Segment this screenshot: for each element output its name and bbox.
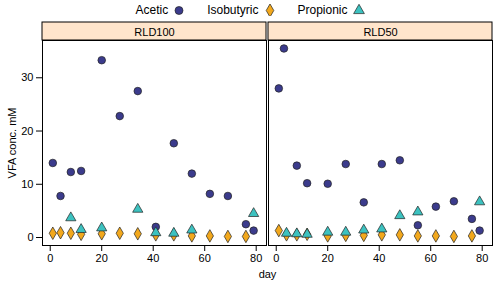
svg-text:30: 30: [21, 71, 33, 83]
svg-text:VFA conc. mM: VFA conc. mM: [6, 108, 18, 179]
svg-text:60: 60: [425, 252, 437, 264]
svg-text:20: 20: [21, 125, 33, 137]
svg-text:20: 20: [96, 252, 108, 264]
svg-text:day: day: [259, 268, 277, 280]
svg-text:RLD100: RLD100: [134, 26, 174, 38]
svg-text:0: 0: [47, 252, 53, 264]
html-text:Isobutyric: Isobutyric: [207, 3, 259, 17]
svg-text:80: 80: [250, 252, 262, 264]
svg-text:RLD50: RLD50: [363, 26, 397, 38]
svg-text:0: 0: [27, 231, 33, 243]
svg-text:80: 80: [476, 252, 488, 264]
svg-text:10: 10: [21, 178, 33, 190]
html-text:Propionic: Propionic: [297, 3, 348, 17]
html-text:Acetic: Acetic: [135, 3, 169, 17]
svg-text:40: 40: [373, 252, 385, 264]
svg-text:40: 40: [147, 252, 159, 264]
svg-text:20: 20: [322, 252, 334, 264]
svg-text:60: 60: [199, 252, 211, 264]
svg-text:0: 0: [273, 252, 279, 264]
